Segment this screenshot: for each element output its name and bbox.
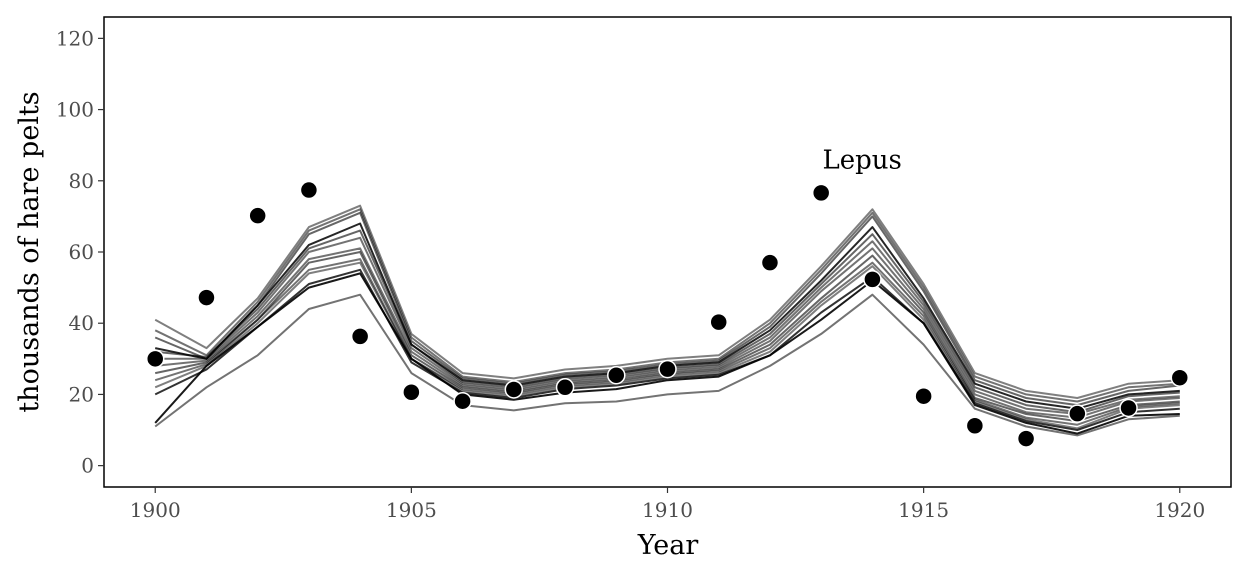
- y-tick-label: 120: [56, 26, 94, 50]
- observed-point: [504, 380, 524, 399]
- y-tick-label: 60: [69, 240, 94, 264]
- observed-point: [607, 365, 626, 385]
- observed-point: [299, 180, 319, 200]
- observed-point: [555, 378, 575, 397]
- y-tick-label: 0: [81, 454, 94, 478]
- y-tick-label: 80: [69, 169, 94, 193]
- observed-point: [350, 327, 370, 346]
- observed-point: [1170, 368, 1190, 387]
- x-tick-label: 1905: [386, 498, 437, 522]
- y-tick-label: 20: [69, 382, 94, 406]
- observed-point: [248, 206, 267, 225]
- x-tick-label: 1900: [130, 498, 181, 522]
- observed-point: [1068, 404, 1087, 423]
- observed-point: [914, 386, 933, 406]
- observed-point: [811, 183, 831, 203]
- observed-point: [1016, 429, 1036, 448]
- simulation-line: [154, 204, 1180, 399]
- x-axis: 1900 1905 1910 1915 1920: [130, 487, 1205, 522]
- x-tick-label: 1915: [898, 498, 949, 522]
- observed-point: [760, 253, 780, 272]
- annotation-label: Lepus: [822, 145, 901, 175]
- observed-point: [453, 391, 472, 411]
- y-axis: 0 20 40 60 80 100 120: [56, 26, 104, 478]
- x-tick-label: 1920: [1154, 498, 1205, 522]
- observed-points: [145, 180, 1190, 448]
- observed-point: [863, 270, 882, 289]
- observed-point: [965, 416, 985, 436]
- observed-point: [709, 312, 728, 332]
- y-tick-label: 100: [56, 98, 94, 122]
- observed-point: [658, 359, 677, 379]
- x-axis-title: Year: [637, 530, 699, 561]
- y-tick-label: 40: [69, 311, 94, 335]
- simulation-line: [154, 272, 1180, 435]
- simulation-line: [154, 293, 1180, 437]
- observed-point: [197, 288, 216, 307]
- simulation-line: [154, 268, 1180, 431]
- observed-point: [1119, 398, 1138, 418]
- x-tick-label: 1910: [642, 498, 693, 522]
- observed-point: [145, 349, 165, 369]
- observed-point: [402, 383, 421, 402]
- y-axis-title: thousands of hare pelts: [14, 91, 45, 412]
